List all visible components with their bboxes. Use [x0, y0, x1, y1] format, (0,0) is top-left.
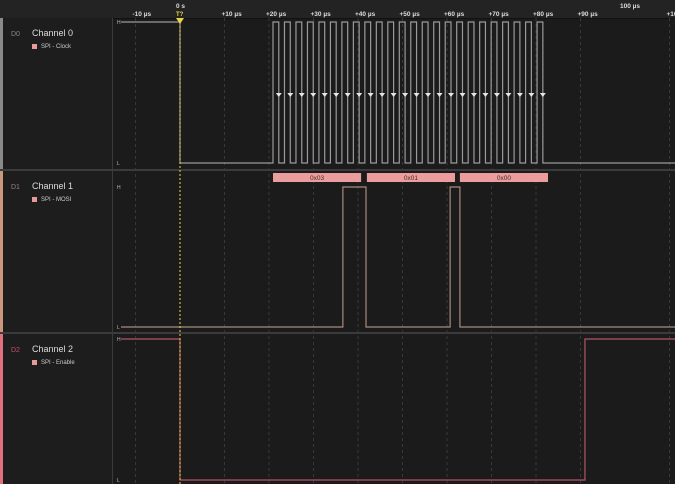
ruler-tick-label: +20 µs: [266, 11, 287, 18]
channel-0-header[interactable]: D0 Channel 0 SPI - Clock: [0, 18, 113, 169]
channel-color-strip: [0, 334, 3, 484]
low-level-label: L: [117, 161, 120, 167]
sample-marker-icon: [344, 93, 351, 97]
sample-marker-icon: [516, 93, 523, 97]
ruler-tick-label: +80 µs: [533, 11, 554, 18]
sample-marker-icon: [448, 93, 455, 97]
ruler-tick-label: +30 µs: [311, 11, 332, 18]
sample-marker-icon: [333, 93, 340, 97]
sample-marker-icon: [298, 93, 305, 97]
channel-divider[interactable]: [0, 332, 675, 334]
sample-marker-icon: [425, 93, 432, 97]
decoded-value: 0x03: [310, 175, 324, 182]
channel-divider[interactable]: [0, 169, 675, 171]
low-level-label: L: [117, 478, 120, 484]
channel-color-strip: [0, 171, 3, 332]
channel-id: D0: [11, 31, 20, 38]
sample-marker-icon: [379, 93, 386, 97]
decoded-frame[interactable]: [459, 173, 549, 182]
sample-marker-icon: [356, 93, 363, 97]
sample-marker-icon: [482, 93, 489, 97]
sample-marker-icon: [310, 93, 317, 97]
sample-marker-icon: [505, 93, 512, 97]
clock-waveform: [121, 21, 675, 164]
channel-name[interactable]: Channel 0: [32, 28, 74, 38]
decoded-frame[interactable]: [366, 173, 456, 182]
sample-marker-icon: [459, 93, 466, 97]
high-level-label: H: [117, 185, 121, 191]
high-level-label: H: [117, 337, 121, 343]
ruler-tick-label: +50 µs: [400, 11, 421, 18]
ruler-major-label: 100 µs: [620, 3, 640, 10]
sample-marker-icon: [493, 93, 500, 97]
analyzer-label[interactable]: SPI - Clock: [32, 44, 71, 50]
ruler-zero-label: 0 s: [176, 3, 185, 10]
analyzer-color-icon: [32, 360, 37, 365]
analyzer-name: SPI - MOSI: [41, 197, 72, 204]
trigger-marker-icon[interactable]: [176, 18, 184, 24]
ruler-tick-label: +40 µs: [355, 11, 376, 18]
analyzer-name: SPI - Enable: [41, 360, 75, 367]
sample-marker-icon: [528, 93, 535, 97]
ruler-tick-label: -10 µs: [133, 11, 152, 18]
analyzer-label[interactable]: SPI - Enable: [32, 360, 75, 366]
channel-1-header[interactable]: D1 Channel 1 SPI - MOSI: [0, 171, 113, 332]
channel-name[interactable]: Channel 1: [32, 181, 74, 191]
channel-id: D1: [11, 184, 20, 191]
sample-marker-icon: [287, 93, 294, 97]
enable-waveform: [121, 338, 675, 481]
sample-marker-icon: [321, 93, 328, 97]
sample-marker-icon: [539, 93, 546, 97]
ruler-tick-label: +10 µs: [222, 11, 243, 18]
decoded-value: 0x00: [497, 175, 511, 182]
analyzer-color-icon: [32, 44, 37, 49]
analyzer-name: SPI - Clock: [41, 44, 72, 51]
channel-2-header[interactable]: D2 Channel 2 SPI - Enable: [0, 334, 113, 484]
sample-marker-icon: [390, 93, 397, 97]
sample-marker-icon: [367, 93, 374, 97]
ruler-tick-label: +10: [667, 11, 675, 18]
ruler-tick-label: +70 µs: [489, 11, 510, 18]
high-level-label: H: [117, 20, 121, 26]
sample-marker-icon: [413, 93, 420, 97]
decoded-frame[interactable]: [273, 173, 362, 182]
sample-marker-icon: [436, 93, 443, 97]
trigger-label: T?: [176, 12, 184, 18]
channel-id: D2: [11, 347, 20, 354]
sample-marker-icon: [470, 93, 477, 97]
analyzer-label[interactable]: SPI - MOSI: [32, 197, 71, 203]
mosi-waveform: [121, 186, 675, 328]
channel-name[interactable]: Channel 2: [32, 344, 74, 354]
low-level-label: L: [117, 325, 120, 331]
ruler-tick-label: +60 µs: [444, 11, 465, 18]
decoded-value: 0x01: [404, 175, 418, 182]
sample-marker-icon: [275, 93, 282, 97]
ruler-tick-label: +90 µs: [578, 11, 599, 18]
channel-color-strip: [0, 18, 3, 169]
time-ruler[interactable]: [113, 0, 675, 19]
analyzer-color-icon: [32, 197, 37, 202]
sample-marker-icon: [402, 93, 409, 97]
